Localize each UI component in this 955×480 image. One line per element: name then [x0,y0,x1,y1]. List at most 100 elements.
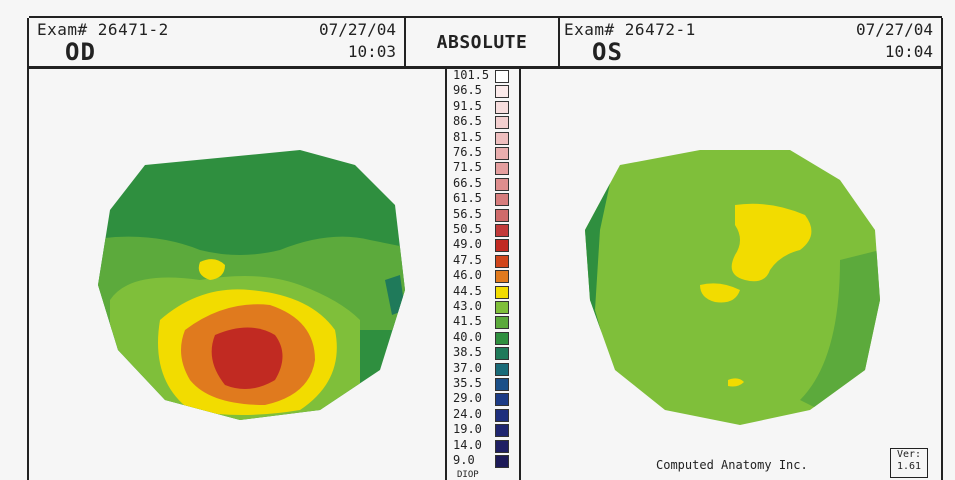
scale-level: 50.5 [447,222,519,237]
exam-number-od: Exam# 26471-2 [37,20,169,39]
scale-level: 91.5 [447,98,519,114]
scale-level-swatch [495,254,509,268]
company-name: Computed Anatomy Inc. [656,458,808,472]
scale-level: 29.0 [447,391,519,407]
scale-level: 38.5 [447,345,519,361]
scale-level-swatch [495,393,509,407]
os-central-yellow [731,203,812,282]
od-edge-teal [385,275,405,315]
topography-map-od [98,150,405,420]
exam-date-od: 07/27/04 [318,20,396,39]
color-scale: 101.5 96.5 91.5 86.5 81.5 76.5 71.5 66.5 61.5 56.… [445,66,521,480]
eye-label-os: OS [592,38,623,66]
scale-type-title: ABSOLUTE [436,32,528,53]
scale-level-swatch [495,347,509,361]
scale-level: 66.5 [447,175,519,191]
scale-level-label: 37.0 [453,360,482,375]
scale-level-label: 86.5 [453,114,482,129]
scale-level-label: 19.0 [453,422,482,437]
scale-level: 86.5 [447,114,519,130]
scale-level-swatch [495,378,509,391]
scale-level: 96.5 [447,83,519,99]
scale-level: 14.0 [447,437,519,453]
scale-level: 44.5 [447,283,519,299]
scale-level-swatch [495,301,509,314]
eye-label-od: OD [65,38,96,66]
scale-level-label: 56.5 [453,206,482,221]
frame-right-edge [941,18,943,480]
exam-time-os: 10:04 [884,42,933,61]
scale-level-label: 44.5 [453,283,482,298]
scale-level: 47.5 [447,252,519,268]
scale-level: 43.0 [447,299,519,314]
version-box: Ver: 1.61 [890,448,928,478]
scale-level-label: 24.0 [453,406,482,421]
scale-level-swatch [495,85,509,99]
scale-level-label: 50.5 [453,222,482,236]
scale-level-swatch [495,424,509,438]
os-zone-41-right [800,250,880,410]
topography-map-os [585,150,880,425]
scale-level-swatch [495,270,509,284]
scale-level-label: 66.5 [453,175,482,190]
scale-level: 61.5 [447,191,519,207]
scale-unit: DIOP [457,470,479,480]
scale-level-swatch [495,177,509,191]
scale-level-swatch [495,316,509,330]
scale-level-swatch [495,439,509,453]
scale-level-swatch [495,408,509,422]
exam-date-os: 07/27/04 [855,20,933,39]
scale-level-label: 35.5 [453,376,482,390]
scale-level: 101.5 [447,69,519,83]
scale-level-swatch [495,70,509,83]
scale-level-label: 29.0 [453,391,482,406]
scale-level-label: 38.5 [453,345,482,360]
scale-level: 19.0 [447,422,519,438]
scale-level: 76.5 [447,145,519,160]
scale-level-label: 43.0 [453,299,482,313]
scale-level-swatch [495,100,509,114]
scale-level: 24.0 [447,406,519,422]
scale-level-swatch [495,162,509,176]
scale-level: 37.0 [447,360,519,376]
scale-level-label: 81.5 [453,129,482,144]
scale-level-swatch [495,285,509,299]
exam-time-od: 10:03 [347,42,396,61]
top-rule [29,16,942,18]
scale-level-swatch [495,239,509,253]
scale-level-label: 71.5 [453,160,482,175]
od-yellow-island [198,259,225,280]
scale-level-swatch [495,331,509,345]
scale-level-swatch [495,193,509,207]
scale-level-swatch [495,116,509,130]
scale-level-label: 47.5 [453,252,482,267]
scale-level: 56.5 [447,206,519,222]
scale-level-label: 14.0 [453,437,482,452]
os-yellow-spots [700,283,740,303]
exam-number-os: Exam# 26472-1 [564,20,696,39]
scale-level: 46.0 [447,268,519,284]
scale-level-label: 61.5 [453,191,482,206]
scale-level: 40.0 [447,329,519,345]
scale-level-label: 96.5 [453,83,482,98]
version-label: Ver: [896,449,922,460]
scale-level-label: 46.0 [453,268,482,283]
scale-level-label: 49.0 [453,237,482,252]
scale-level-label: 91.5 [453,98,482,113]
scale-level-swatch [495,131,509,145]
scale-level-label: 40.0 [453,329,482,344]
scale-level-swatch [495,147,509,160]
scale-level: 71.5 [447,160,519,176]
scale-level-swatch [495,362,509,376]
scale-level: 81.5 [447,129,519,145]
scale-level: 9.0 [447,454,519,468]
od-zone-49 [211,327,283,389]
os-yellow-dot [728,378,744,387]
scale-level-label: 76.5 [453,145,482,159]
scale-level-swatch [495,455,509,468]
scale-level-swatch [495,224,509,237]
scale-level: 41.5 [447,315,519,330]
version-value: 1.61 [896,461,922,472]
